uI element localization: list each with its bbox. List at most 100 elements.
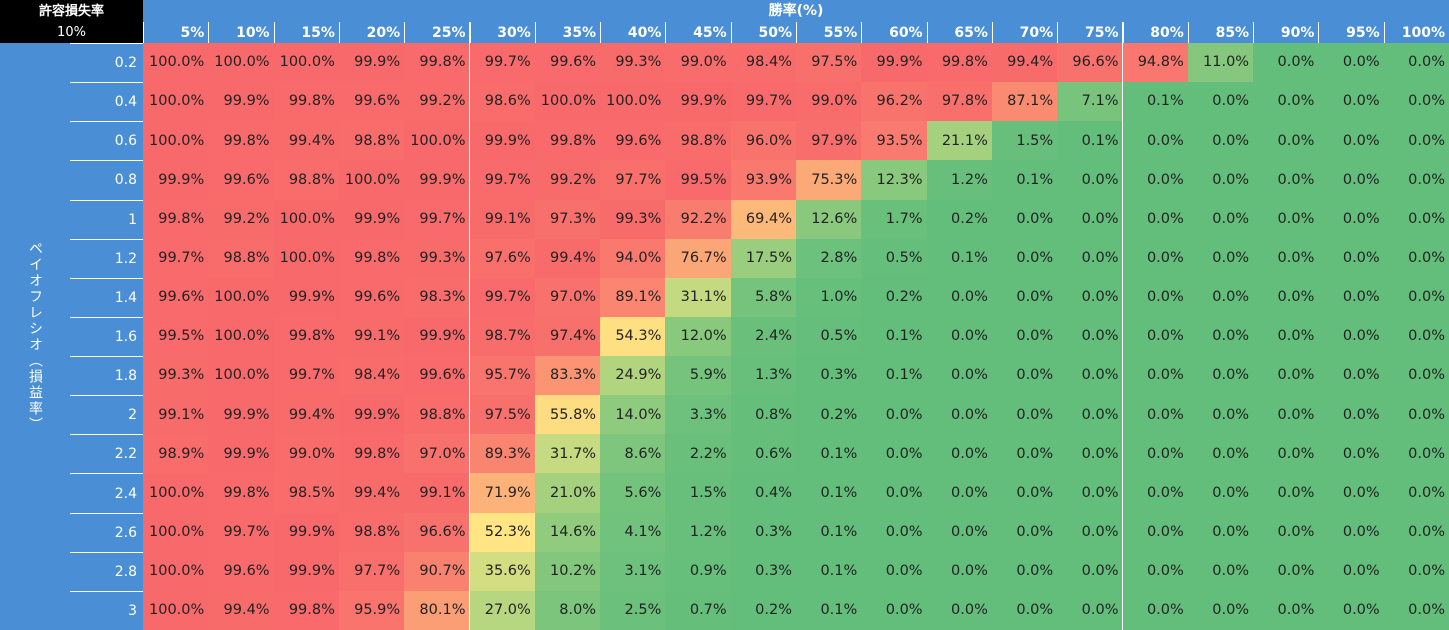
heatmap-cell: 55.8%	[534, 395, 601, 435]
x-tick-label: 55%	[796, 22, 862, 43]
heatmap-cell: 12.3%	[861, 160, 927, 200]
heatmap-cell: 99.0%	[273, 434, 339, 474]
y-tick-label: 1.2	[70, 238, 143, 278]
heatmap-cell: 0.0%	[991, 512, 1058, 552]
y-tick-label: 0.2	[70, 43, 143, 83]
x-tick-label: 5%	[143, 22, 209, 43]
heatmap-cell: 100.0%	[143, 590, 209, 630]
heatmap-cell: 100.0%	[273, 238, 339, 278]
heatmap-cell: 7.1%	[1057, 82, 1123, 122]
heatmap-cell: 94.8%	[1122, 43, 1188, 83]
heatmap-cell: 99.2%	[534, 160, 601, 200]
heatmap-cell: 69.4%	[730, 199, 796, 239]
heatmap-cell: 99.4%	[273, 395, 339, 435]
x-tick-label: 10%	[208, 22, 274, 43]
heatmap-cell: 99.8%	[338, 238, 405, 278]
heatmap-cell: 0.7%	[665, 590, 731, 630]
heatmap-cell: 0.3%	[796, 356, 862, 396]
heatmap-cell: 97.4%	[534, 316, 601, 357]
heatmap-cell: 31.7%	[534, 434, 601, 474]
heatmap-cell: 99.3%	[143, 356, 209, 396]
heatmap-cell: 0.0%	[1057, 277, 1123, 317]
heatmap-cell: 0.0%	[1122, 121, 1188, 161]
heatmap-cell: 99.9%	[404, 316, 470, 357]
heatmap-cell: 90.7%	[404, 551, 470, 591]
heatmap-cell: 0.0%	[1057, 316, 1123, 357]
heatmap-cell: 0.0%	[1057, 356, 1123, 396]
heatmap-cell: 0.0%	[1318, 434, 1384, 474]
heatmap-cell: 0.0%	[1187, 160, 1254, 200]
heatmap-cell: 93.9%	[730, 160, 796, 200]
heatmap-cell: 0.0%	[1122, 277, 1188, 317]
heatmap-cell: 0.0%	[1318, 199, 1384, 239]
heatmap-cell: 17.5%	[730, 238, 796, 278]
y-tick-label: 0.6	[70, 121, 143, 161]
heatmap-cell: 98.8%	[338, 512, 405, 552]
heatmap-cell: 100.0%	[143, 43, 209, 83]
heatmap-cell: 0.0%	[1187, 395, 1254, 435]
heatmap-cell: 0.0%	[1383, 199, 1449, 239]
heatmap-cell: 99.6%	[338, 277, 405, 317]
heatmap-cell: 100.0%	[273, 43, 339, 83]
heatmap-cell: 99.8%	[534, 121, 601, 161]
heatmap-cell: 0.0%	[1383, 434, 1449, 474]
heatmap-cell: 0.0%	[1057, 238, 1123, 278]
heatmap-cell: 99.8%	[273, 590, 339, 630]
heatmap-cell: 96.2%	[861, 82, 927, 122]
heatmap-cell: 99.7%	[469, 43, 535, 83]
heatmap-cell: 0.0%	[1318, 82, 1384, 122]
x-tick-label: 20%	[338, 22, 405, 43]
x-tick-label: 30%	[469, 22, 535, 43]
heatmap-cell: 96.6%	[404, 512, 470, 552]
y-axis-title-cell: ペイオフレシオ（損益率）	[0, 43, 70, 630]
heatmap-cell: 0.9%	[665, 551, 731, 591]
x-tick-label: 70%	[991, 22, 1058, 43]
heatmap-cell: 0.0%	[1122, 590, 1188, 630]
heatmap-cell: 99.8%	[404, 43, 470, 83]
heatmap-cell: 0.0%	[1318, 590, 1384, 630]
heatmap-cell: 99.1%	[469, 199, 535, 239]
heatmap-cell: 97.9%	[796, 121, 862, 161]
heatmap-cell: 100.0%	[143, 82, 209, 122]
y-tick-label: 3	[70, 590, 143, 630]
heatmap-cell: 71.9%	[469, 473, 535, 513]
heatmap-cell: 99.7%	[404, 199, 470, 239]
heatmap-cell: 100.0%	[143, 121, 209, 161]
heatmap-cell: 100.0%	[273, 199, 339, 239]
heatmap-cell: 99.6%	[338, 82, 405, 122]
heatmap-cell: 0.0%	[1122, 434, 1188, 474]
heatmap-cell: 5.8%	[730, 277, 796, 317]
heatmap-cell: 0.0%	[1318, 512, 1384, 552]
heatmap-cell: 99.9%	[208, 395, 274, 435]
heatmap-cell: 0.0%	[1318, 473, 1384, 513]
heatmap-cell: 0.0%	[1253, 356, 1319, 396]
heatmap-cell: 99.4%	[208, 590, 274, 630]
x-tick-label: 80%	[1122, 22, 1188, 43]
heatmap-cell: 99.9%	[208, 434, 274, 474]
x-tick-label: 50%	[730, 22, 796, 43]
heatmap-cell: 99.2%	[208, 199, 274, 239]
heatmap-cell: 0.0%	[1122, 395, 1188, 435]
heatmap-cell: 0.0%	[1383, 551, 1449, 591]
heatmap-cell: 24.9%	[600, 356, 666, 396]
heatmap-cell: 0.5%	[796, 316, 862, 357]
heatmap-cell: 52.3%	[469, 512, 535, 552]
heatmap-cell: 99.2%	[404, 82, 470, 122]
heatmap-cell: 99.7%	[273, 356, 339, 396]
heatmap-cell: 0.1%	[796, 551, 862, 591]
heatmap-cell: 0.0%	[1253, 277, 1319, 317]
heatmap-cell: 99.4%	[991, 43, 1058, 83]
heatmap-cell: 99.9%	[338, 395, 405, 435]
heatmap-cell: 100.0%	[338, 160, 405, 200]
heatmap-cell: 2.8%	[796, 238, 862, 278]
heatmap-cell: 99.4%	[534, 238, 601, 278]
heatmap-cell: 98.4%	[338, 356, 405, 396]
x-tick-label: 40%	[600, 22, 666, 43]
heatmap-cell: 0.6%	[730, 434, 796, 474]
heatmap-cell: 0.0%	[861, 395, 927, 435]
heatmap-cell: 0.0%	[991, 199, 1058, 239]
heatmap-cell: 100.0%	[404, 121, 470, 161]
heatmap-cell: 98.4%	[730, 43, 796, 83]
heatmap-cell: 99.1%	[404, 473, 470, 513]
heatmap-cell: 99.9%	[404, 160, 470, 200]
